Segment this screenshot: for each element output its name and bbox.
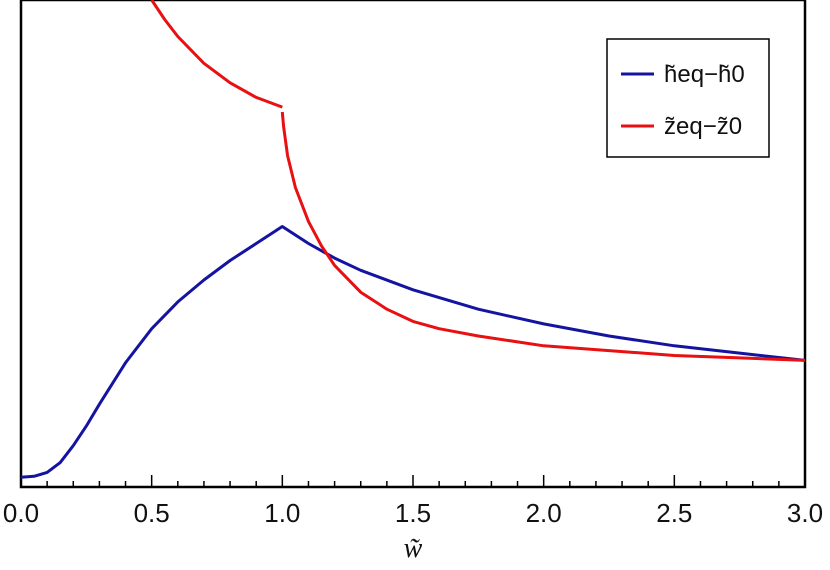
x-tick-label: 1.5 <box>395 498 431 528</box>
legend-label-z: z̃eq−z̃0 <box>664 113 742 140</box>
x-ticks <box>20 475 806 487</box>
x-tick-label: 2.0 <box>526 498 562 528</box>
x-tick-label: 0.5 <box>134 498 170 528</box>
series-line-1-1 <box>280 111 806 362</box>
legend-box <box>606 38 770 158</box>
series-layer <box>20 0 806 479</box>
x-tick-label: 2.5 <box>656 498 692 528</box>
x-tick-label: 0.0 <box>3 498 39 528</box>
series-line-1-0 <box>150 0 283 109</box>
x-tick-labels: 0.0 0.5 1.0 1.5 2.0 2.5 3.0 <box>3 498 823 528</box>
series-line-0-0 <box>20 225 806 479</box>
legend-label-h: h̃eq−h̃0 <box>664 61 745 88</box>
legend: h̃eq−h̃0 z̃eq−z̃0 <box>606 38 770 158</box>
x-axis-label: w̃ <box>404 533 423 564</box>
x-tick-label: 3.0 <box>787 498 823 528</box>
x-tick-label: 1.0 <box>264 498 300 528</box>
